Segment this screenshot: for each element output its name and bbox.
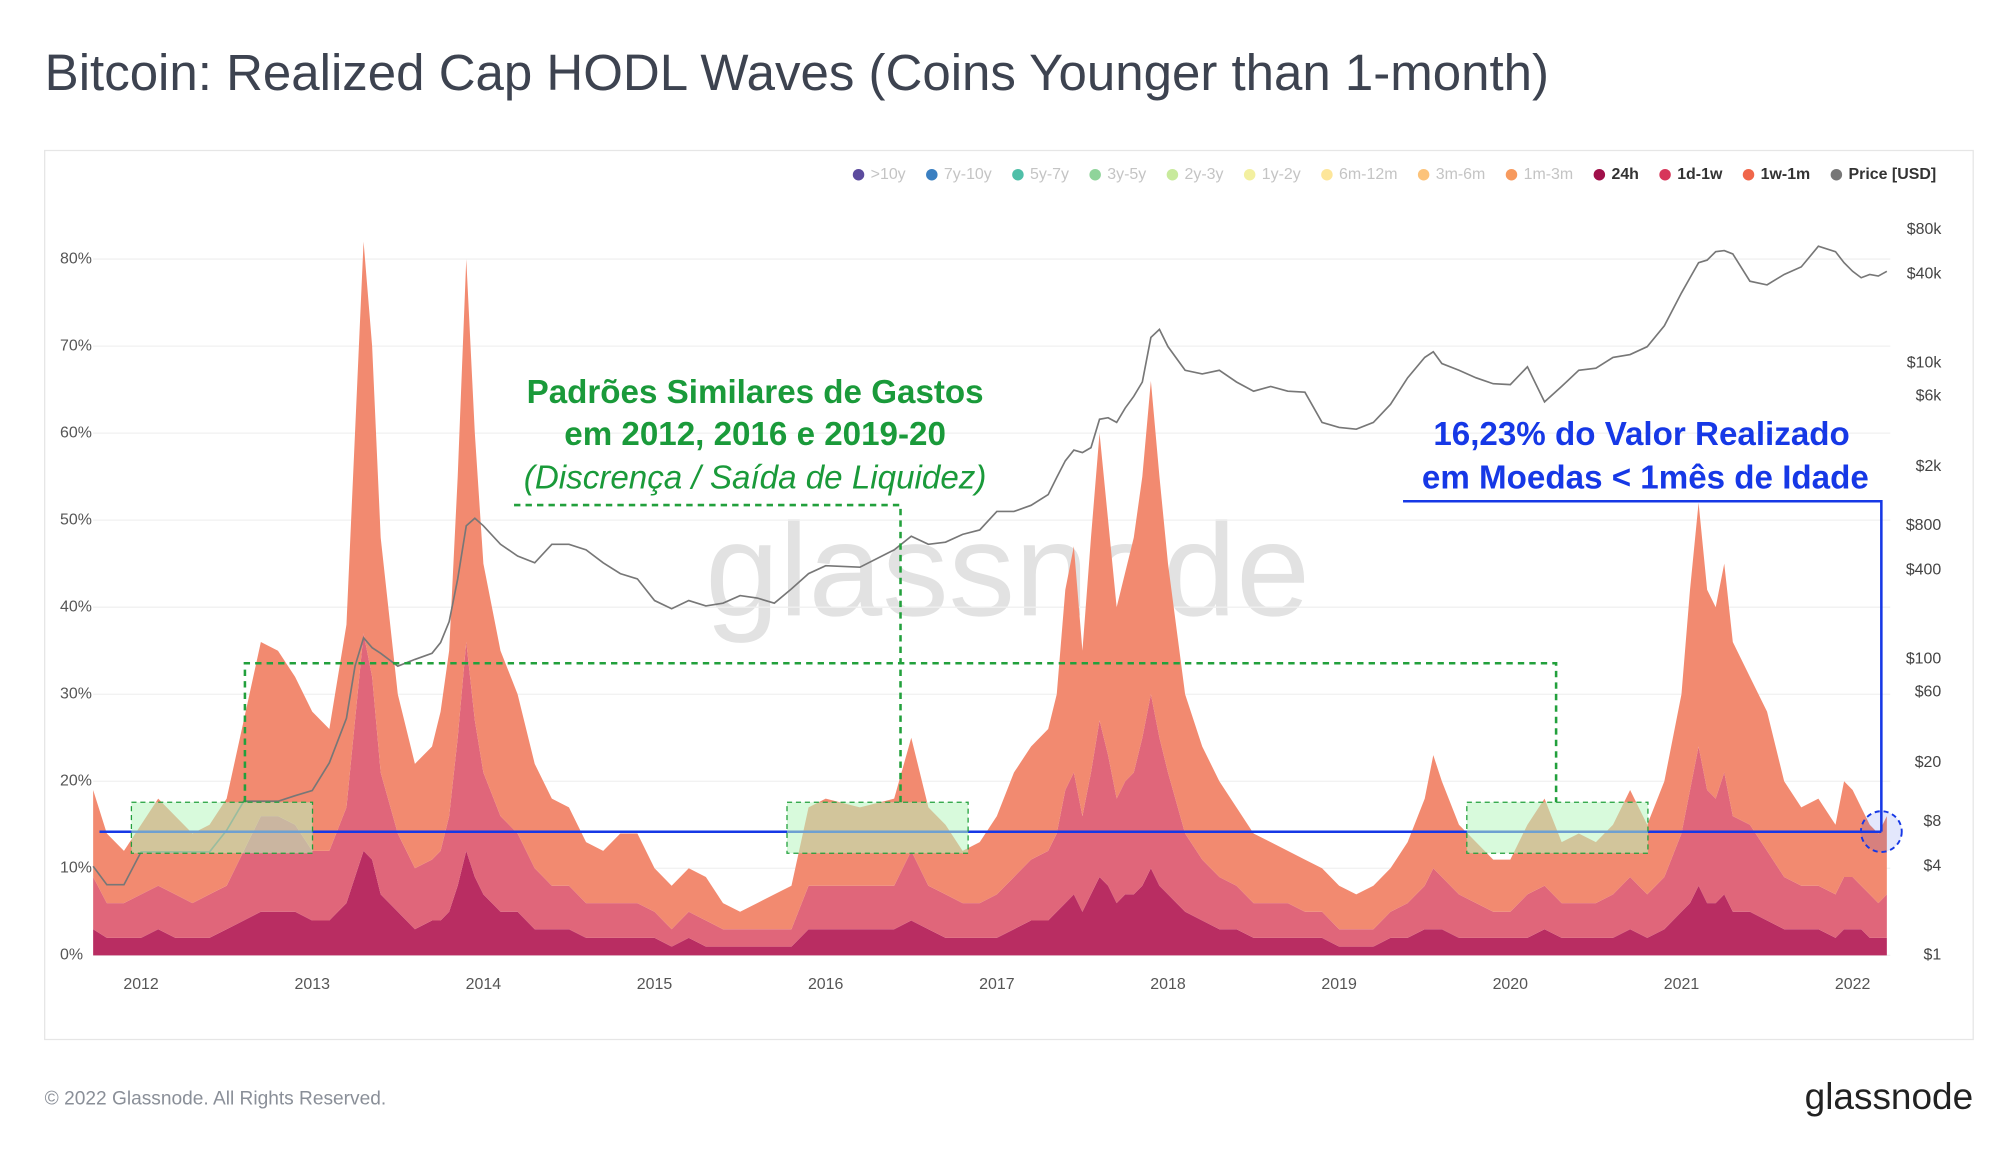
legend-item[interactable]: 1m-3m xyxy=(1505,166,1574,183)
legend-label: >10y xyxy=(871,166,906,183)
legend-label: 24h xyxy=(1611,166,1638,183)
x-tick-label: 2015 xyxy=(637,976,673,993)
y2-tick-label: $60 xyxy=(1915,683,1942,700)
legend-marker xyxy=(1089,168,1101,181)
legend-label: Price [USD] xyxy=(1849,166,1937,183)
legend-marker xyxy=(852,168,865,181)
legend-item[interactable]: 6m-12m xyxy=(1321,166,1397,183)
x-tick-label: 2013 xyxy=(294,976,330,993)
y2-tick-label: $800 xyxy=(1906,517,1942,534)
y2-tick-label: $10k xyxy=(1907,355,1942,372)
legend-item[interactable]: 7y-10y xyxy=(926,166,992,183)
annotation: Padrões Similares de Gastos xyxy=(527,374,984,411)
highlight-box xyxy=(130,801,314,854)
y2-tick-label: $100 xyxy=(1906,651,1942,668)
legend-label: 5y-7y xyxy=(1030,166,1069,183)
legend-label: 1d-1w xyxy=(1677,166,1723,183)
chart-frame xyxy=(44,149,1974,1041)
x-tick-label: 2021 xyxy=(1664,976,1700,993)
y2-tick-label: $80k xyxy=(1907,221,1942,238)
x-tick-label: 2012 xyxy=(123,976,159,993)
legend-item[interactable]: 5y-7y xyxy=(1012,166,1069,183)
x-tick-label: 2019 xyxy=(1321,976,1357,993)
legend-item[interactable]: >10y xyxy=(852,166,906,183)
x-tick-label: 2020 xyxy=(1493,976,1529,993)
legend-label: 2y-3y xyxy=(1185,166,1224,183)
y2-tick-label: $40k xyxy=(1907,266,1942,283)
annotation: 16,23% do Valor Realizado xyxy=(1433,416,1849,453)
legend-label: 7y-10y xyxy=(944,166,992,183)
legend-marker xyxy=(1830,168,1843,181)
footer: © 2022 Glassnode. All Rights Reserved. xyxy=(45,1088,387,1109)
y-tick-label: 70% xyxy=(60,337,92,354)
legend-marker xyxy=(1321,168,1333,181)
logo: glassnode xyxy=(1805,1076,1974,1117)
x-tick-label: 2018 xyxy=(1150,976,1186,993)
y2-tick-label: $400 xyxy=(1906,562,1942,579)
y2-tick-label: $1 xyxy=(1924,947,1942,964)
legend-marker xyxy=(1505,168,1518,181)
chart-title: Bitcoin: Realized Cap HODL Waves (Coins … xyxy=(45,44,1549,101)
price-line xyxy=(92,245,1888,886)
legend-label: 3y-5y xyxy=(1107,166,1146,183)
legend-item[interactable]: 24h xyxy=(1593,166,1639,183)
legend-marker xyxy=(1243,168,1256,181)
annotation: (Discrença / Saída de Liquidez) xyxy=(524,459,987,496)
legend-item[interactable]: 1y-2y xyxy=(1243,166,1301,183)
legend-marker xyxy=(926,168,938,181)
plot-area xyxy=(92,241,1891,956)
callout-line xyxy=(1403,499,1883,832)
watermark: glassnode xyxy=(705,496,1310,644)
y-tick-label: 20% xyxy=(60,772,92,789)
legend-label: 3m-6m xyxy=(1436,166,1486,183)
x-tick-label: 2022 xyxy=(1835,976,1871,993)
y-tick-label: 80% xyxy=(60,250,92,267)
legend-marker xyxy=(1012,168,1024,181)
legend-marker xyxy=(1593,168,1606,181)
legend-label: 6m-12m xyxy=(1339,166,1397,183)
y2-tick-label: $8 xyxy=(1924,813,1942,830)
annotation: em 2012, 2016 e 2019-20 xyxy=(564,416,946,453)
legend-marker xyxy=(1417,168,1430,181)
legend-label: 1y-2y xyxy=(1262,166,1301,183)
y2-tick-label: $6k xyxy=(1916,388,1942,405)
y2-tick-label: $4 xyxy=(1924,857,1942,874)
y-tick-label: 0% xyxy=(60,947,83,964)
legend-marker xyxy=(1742,168,1755,181)
legend-item[interactable]: 1w-1m xyxy=(1742,166,1811,183)
y-tick-label: 50% xyxy=(60,511,92,528)
legend-item[interactable]: 3m-6m xyxy=(1417,166,1486,183)
x-tick-label: 2017 xyxy=(979,976,1015,993)
highlight-box xyxy=(1466,801,1649,854)
legend-marker xyxy=(1166,168,1179,181)
x-tick-label: 2016 xyxy=(808,976,844,993)
y-tick-label: 60% xyxy=(60,424,92,441)
legend-item[interactable]: 2y-3y xyxy=(1166,166,1224,183)
legend-label: 1w-1m xyxy=(1761,166,1811,183)
annotation-shapes xyxy=(130,499,1903,854)
legend-label: 1m-3m xyxy=(1524,166,1574,183)
legend-item[interactable]: 1d-1w xyxy=(1659,166,1723,183)
x-tick-label: 2014 xyxy=(466,976,502,993)
legend-marker xyxy=(1659,168,1671,181)
legend-item[interactable]: Price [USD] xyxy=(1830,166,1937,183)
highlight-box xyxy=(786,801,969,854)
y-tick-label: 10% xyxy=(60,859,92,876)
y-tick-label: 30% xyxy=(60,685,92,702)
y2-tick-label: $20 xyxy=(1915,754,1942,771)
legend-item[interactable]: 3y-5y xyxy=(1089,166,1146,183)
y2-tick-label: $2k xyxy=(1916,458,1942,475)
annotation: em Moedas < 1mês de Idade xyxy=(1422,459,1869,496)
callout-circle xyxy=(1859,810,1903,853)
y-tick-label: 40% xyxy=(60,598,92,615)
